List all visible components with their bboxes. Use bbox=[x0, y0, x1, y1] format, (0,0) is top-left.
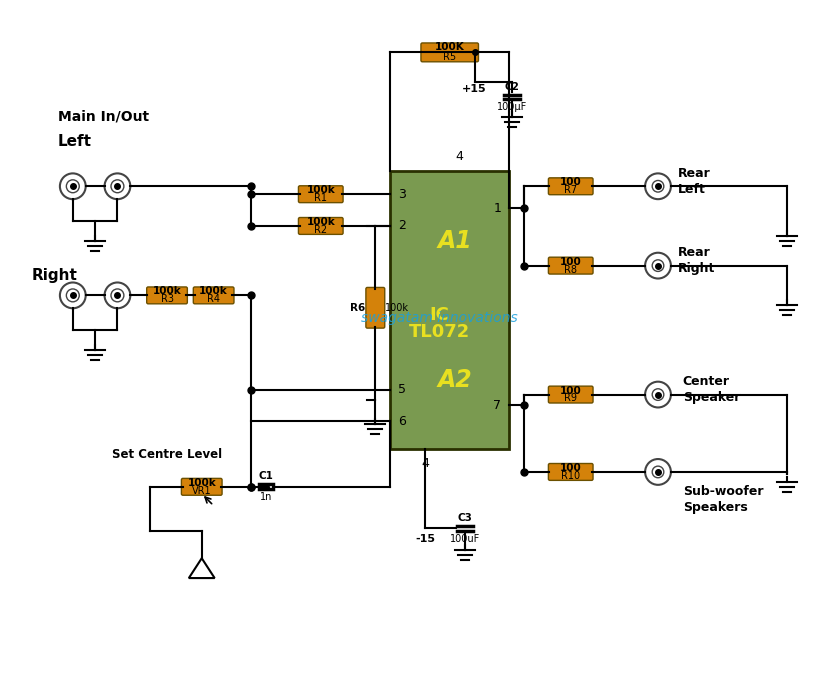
Text: 4: 4 bbox=[455, 150, 463, 163]
Text: 100uF: 100uF bbox=[449, 534, 479, 544]
Text: R4: R4 bbox=[207, 294, 220, 304]
Text: Set Centre Level: Set Centre Level bbox=[112, 448, 222, 461]
Text: +15: +15 bbox=[461, 84, 486, 94]
Text: R7: R7 bbox=[563, 185, 576, 195]
Text: Left: Left bbox=[58, 134, 92, 149]
Text: A2: A2 bbox=[437, 368, 471, 392]
Text: C2: C2 bbox=[504, 81, 519, 92]
FancyBboxPatch shape bbox=[420, 43, 478, 62]
Text: R6: R6 bbox=[350, 303, 365, 313]
Text: 100µF: 100µF bbox=[496, 103, 527, 112]
FancyBboxPatch shape bbox=[193, 287, 234, 304]
FancyBboxPatch shape bbox=[366, 287, 385, 328]
Text: R3: R3 bbox=[160, 294, 174, 304]
Text: 3: 3 bbox=[398, 187, 405, 200]
Text: 1: 1 bbox=[493, 202, 500, 215]
FancyBboxPatch shape bbox=[547, 178, 592, 195]
Text: 100k: 100k bbox=[199, 287, 227, 296]
Text: R5: R5 bbox=[442, 52, 456, 62]
FancyBboxPatch shape bbox=[146, 287, 187, 304]
Text: Left: Left bbox=[677, 183, 705, 196]
Text: C3: C3 bbox=[457, 513, 471, 523]
Text: Rear: Rear bbox=[677, 167, 710, 180]
Text: 100K: 100K bbox=[434, 42, 464, 53]
Text: 100k: 100k bbox=[187, 478, 216, 488]
Text: 2: 2 bbox=[398, 220, 405, 233]
FancyBboxPatch shape bbox=[298, 218, 342, 235]
Text: VR1: VR1 bbox=[192, 486, 211, 496]
Bar bbox=[390, 172, 509, 449]
Text: 100k: 100k bbox=[306, 217, 335, 227]
FancyBboxPatch shape bbox=[547, 386, 592, 403]
Text: A1: A1 bbox=[437, 229, 471, 253]
Text: 100: 100 bbox=[559, 463, 581, 473]
Text: R2: R2 bbox=[313, 225, 327, 235]
FancyBboxPatch shape bbox=[547, 257, 592, 274]
FancyBboxPatch shape bbox=[547, 464, 592, 480]
Text: 100: 100 bbox=[559, 177, 581, 187]
Text: 100k: 100k bbox=[152, 287, 181, 296]
Text: Main In/Out: Main In/Out bbox=[58, 110, 149, 124]
Text: Center: Center bbox=[682, 376, 729, 389]
Text: 100: 100 bbox=[559, 256, 581, 267]
Text: R10: R10 bbox=[561, 471, 580, 481]
Text: 100k: 100k bbox=[385, 303, 409, 313]
Text: 7: 7 bbox=[493, 399, 500, 412]
Text: R9: R9 bbox=[563, 393, 576, 404]
Text: 100: 100 bbox=[559, 386, 581, 395]
Text: 4: 4 bbox=[420, 457, 428, 470]
Text: R1: R1 bbox=[314, 193, 327, 203]
Text: IC: IC bbox=[429, 306, 449, 324]
Text: 1n: 1n bbox=[260, 492, 272, 502]
Text: TL072: TL072 bbox=[409, 323, 470, 341]
Text: swagatam innovations: swagatam innovations bbox=[361, 311, 518, 325]
Text: Speakers: Speakers bbox=[682, 501, 747, 514]
Text: 6: 6 bbox=[398, 415, 405, 428]
FancyBboxPatch shape bbox=[181, 478, 222, 495]
Text: Rear: Rear bbox=[677, 246, 710, 259]
Text: Right: Right bbox=[677, 262, 715, 275]
FancyBboxPatch shape bbox=[298, 186, 342, 202]
Text: 5: 5 bbox=[398, 383, 405, 396]
Text: R8: R8 bbox=[563, 265, 576, 274]
Text: Speaker: Speaker bbox=[682, 391, 739, 404]
Text: C1: C1 bbox=[259, 471, 273, 482]
Text: Sub-woofer: Sub-woofer bbox=[682, 485, 762, 498]
Text: 100k: 100k bbox=[306, 185, 335, 196]
Text: -15: -15 bbox=[414, 534, 434, 544]
Text: Right: Right bbox=[31, 268, 77, 283]
